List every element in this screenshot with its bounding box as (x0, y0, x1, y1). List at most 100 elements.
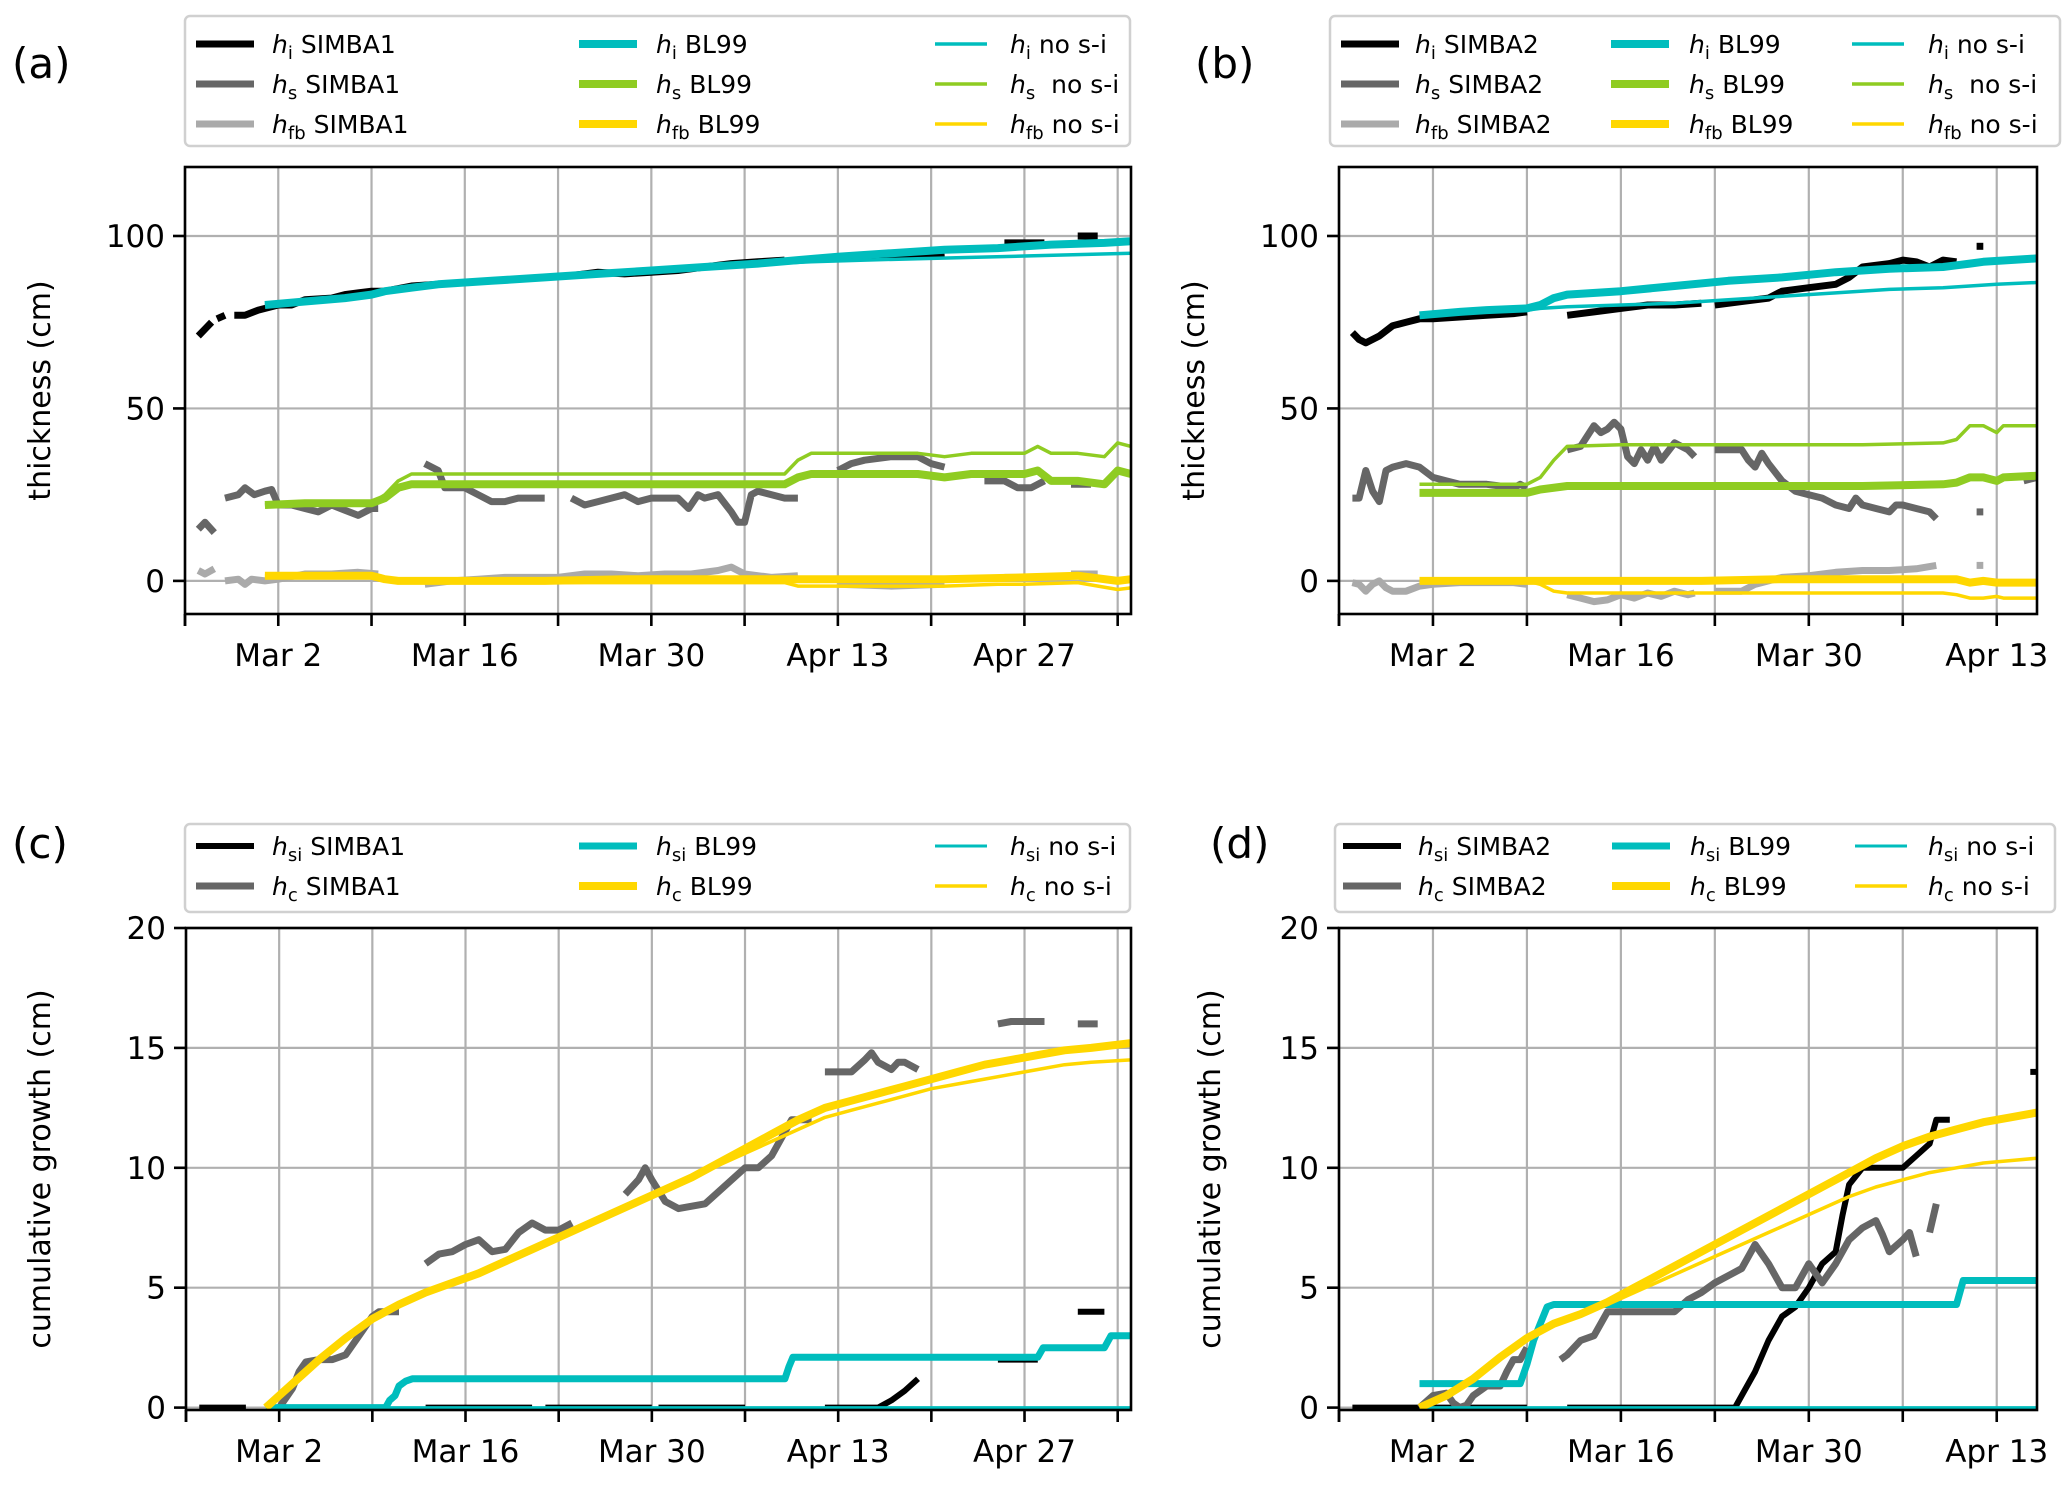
legend-entry: hfb SIMBA1 (272, 110, 409, 144)
legend-symbol: h (1415, 30, 1431, 59)
panel-label: (a) (12, 39, 71, 88)
legend-label: BL99 (682, 872, 753, 901)
legend-symbol: h (272, 70, 288, 99)
legend-label: SIMBA2 (1440, 70, 1543, 99)
legend-label: BL99 (1714, 70, 1785, 99)
y-tick-label: 0 (1299, 1391, 1319, 1427)
legend-symbol: h (1010, 110, 1026, 139)
legend-entry: hs BL99 (1689, 70, 1785, 104)
legend-subscript: fb (1026, 123, 1044, 144)
axes-frame (1337, 165, 2039, 616)
y-tick-label: 20 (1280, 911, 1319, 947)
legend-subscript: c (1706, 885, 1716, 906)
legend-symbol: h (1690, 872, 1706, 901)
y-tick-label: 0 (145, 564, 165, 600)
legend-subscript: i (288, 43, 293, 64)
legend-subscript: fb (1944, 123, 1962, 144)
legend-entry: hs SIMBA2 (1415, 70, 1543, 104)
legend-symbol: h (1010, 872, 1026, 901)
series-hi_nosi (264, 251, 1131, 307)
legend-label: no s-i (1036, 872, 1112, 901)
panel-c: Mar 2 Mar 16 Mar 30 Apr 13 Apr 27 0 5 10 15 20 cum… (12, 819, 1133, 1470)
series-hc_simba (1926, 1203, 1940, 1234)
legend-label: no s-i (1031, 30, 1107, 59)
legend-entry: hs BL99 (656, 70, 752, 104)
x-tick-label: Mar 30 (1755, 638, 1863, 674)
legend-entry: hfb no s-i (1010, 110, 1120, 144)
legend-entry: hfb no s-i (1928, 110, 2038, 144)
series-hs_bl99 (264, 466, 1131, 509)
series-hs_bl99 (1419, 471, 2037, 497)
series-group (199, 1018, 1131, 1410)
legend-subscript: c (672, 885, 682, 906)
series-hs_simba (569, 487, 798, 526)
x-tick-label: Mar 2 (1389, 1434, 1477, 1470)
legend-symbol: h (1689, 30, 1705, 59)
legend-label: BL99 (1720, 832, 1791, 861)
legend-symbol: h (1418, 832, 1434, 861)
legend-subscript: si (672, 845, 686, 866)
legend-entry: hc no s-i (1928, 872, 2030, 906)
legend-symbol: h (656, 110, 672, 139)
x-tick-label: Apr 13 (786, 638, 889, 674)
series-hs_simba (423, 460, 545, 506)
legend-symbol: h (1928, 70, 1944, 99)
x-tick-label: Mar 2 (234, 638, 322, 674)
x-tick-label: Mar 30 (597, 638, 705, 674)
grid (1337, 167, 2037, 614)
legend-symbol: h (272, 832, 288, 861)
legend-label: SIMBA2 (1436, 30, 1539, 59)
legend-box (183, 14, 1132, 148)
legend-symbol: h (1928, 832, 1944, 861)
legend-label: BL99 (1723, 110, 1794, 139)
legend-label: BL99 (1710, 30, 1781, 59)
panel-a: Mar 2 Mar 16 Mar 30 Apr 13 Apr 27 0 50 100 thick… (12, 14, 1133, 674)
legend-symbol: h (272, 110, 288, 139)
legend-label: no s-i (1040, 832, 1116, 861)
series-hsi_bl99 (265, 1332, 1131, 1410)
y-axis-label: thickness (cm) (23, 280, 58, 500)
legend-label: SIMBA2 (1444, 872, 1547, 901)
legend-entry: hfb BL99 (656, 110, 760, 144)
series-hfb_nosi (1419, 579, 2037, 600)
series-hi_nosi (1419, 280, 2037, 318)
axes-frame (1337, 926, 2039, 1412)
legend-subscript: s (1944, 83, 1953, 104)
legend-symbol: h (1415, 110, 1431, 139)
series-hc_bl99 (263, 1039, 1131, 1410)
legend-subscript: fb (1431, 123, 1449, 144)
legend-entry: hi no s-i (1010, 30, 1107, 64)
y-tick-label: 15 (1280, 1031, 1319, 1067)
series-hc_nosi (264, 1058, 1131, 1409)
series-hs_nosi (264, 441, 1131, 507)
legend-symbol: h (1418, 872, 1434, 901)
legend-label: SIMBA1 (297, 70, 400, 99)
x-tick-label: Apr 13 (1945, 638, 2048, 674)
legend-label: no s-i (1954, 872, 2030, 901)
legend-subscript: s (1431, 83, 1440, 104)
y-tick-label: 15 (127, 1031, 166, 1067)
legend-symbol: h (656, 832, 672, 861)
legend-entry: hc no s-i (1010, 872, 1112, 906)
y-tick-label: 5 (146, 1271, 166, 1307)
legend-subscript: s (1026, 83, 1035, 104)
legend-subscript: i (672, 43, 677, 64)
x-tick-label: Apr 13 (787, 1434, 890, 1470)
series-hsi_bl99 (1419, 1277, 2037, 1388)
series-hi_simba (195, 319, 215, 339)
series-hsi_simba (1567, 1116, 1950, 1410)
legend-entry: hs SIMBA1 (272, 70, 400, 104)
legend-symbol: h (656, 70, 672, 99)
legend-entry: hs no s-i (1928, 70, 2037, 104)
legend-symbol: h (272, 872, 288, 901)
legend-label: no s-i (1949, 30, 2025, 59)
legend-label: no s-i (1962, 110, 2038, 139)
series-hs_simba (836, 453, 946, 474)
panel-label: (d) (1210, 819, 1269, 868)
y-tick-label: 20 (127, 911, 166, 947)
legend-subscript: s (288, 83, 297, 104)
legend-subscript: si (1434, 845, 1448, 866)
